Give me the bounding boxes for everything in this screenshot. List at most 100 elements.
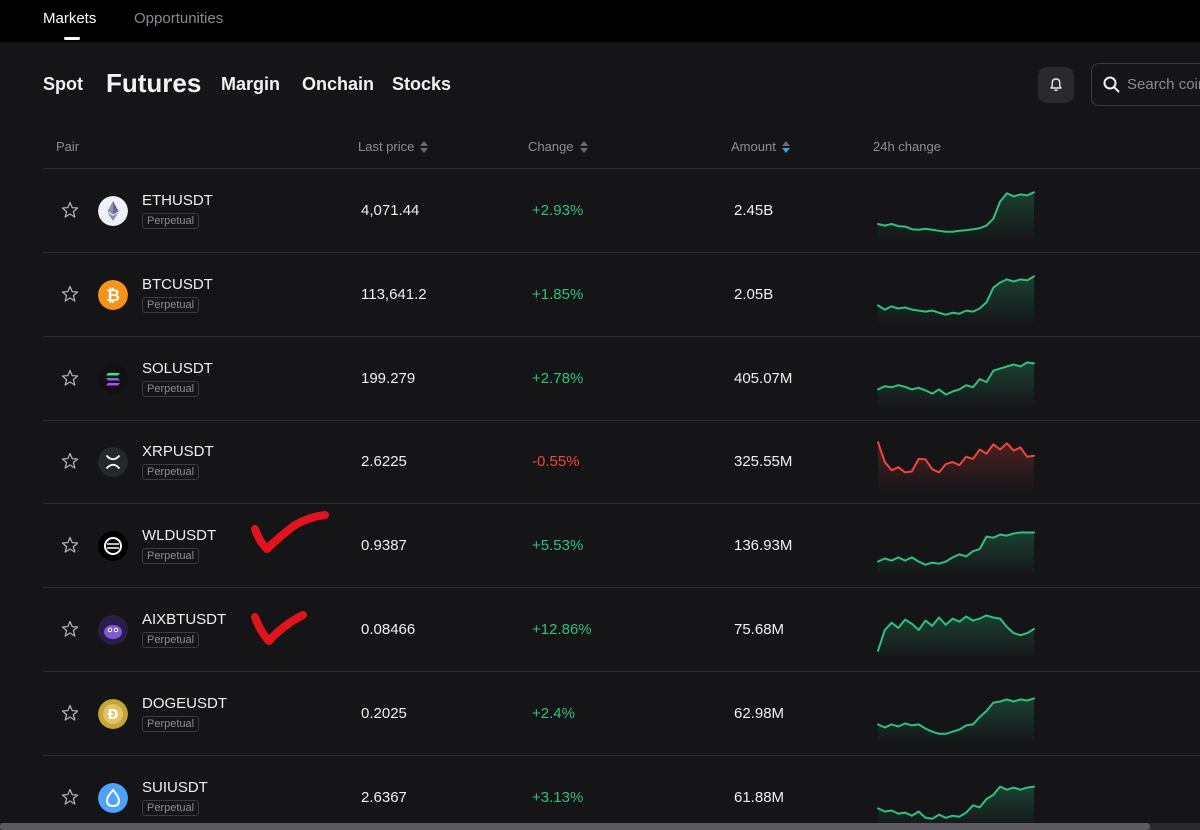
last-price: 0.08466 <box>361 621 416 638</box>
subnav-onchain[interactable]: Onchain <box>302 74 375 94</box>
contract-type-badge: Perpetual <box>142 548 200 565</box>
ethereum-icon <box>98 196 128 226</box>
table-row[interactable]: AIXBTUSDT Perpetual 0.08466 +12.86% 75.68M <box>43 588 1200 672</box>
last-price: 0.9387 <box>361 537 407 555</box>
price-change: +2.93% <box>532 202 584 219</box>
pair-symbol[interactable]: DOGEUSDT <box>142 694 228 712</box>
pair-symbol[interactable]: WLDUSDT <box>142 527 217 545</box>
pair-symbol[interactable]: XRPUSDT <box>142 443 214 461</box>
sparkline-chart <box>876 516 1036 577</box>
bell-icon <box>1050 78 1062 92</box>
sparkline-chart <box>876 684 1036 744</box>
active-tab-indicator <box>64 37 80 40</box>
scrollbar-thumb[interactable] <box>0 823 1150 830</box>
red-checkmark-annotation <box>251 511 329 553</box>
top-navigation-bar: Markets Opportunities <box>0 0 1200 42</box>
pair-symbol[interactable]: SUIUSDT <box>142 778 208 796</box>
price-change: +5.53% <box>532 537 584 555</box>
bitcoin-icon: ₿ <box>98 279 128 310</box>
volume-amount: 2.45B <box>734 202 774 219</box>
contract-type-badge: Perpetual <box>142 464 200 481</box>
volume-amount: 62.98M <box>734 704 785 722</box>
subnav-stocks[interactable]: Stocks <box>392 74 452 94</box>
column-header-24h-change: 24h change <box>873 139 941 154</box>
subnav-futures[interactable]: Futures <box>106 68 202 98</box>
tab-opportunities[interactable]: Opportunities <box>134 10 224 27</box>
volume-amount: 136.93M <box>734 537 793 555</box>
pair-symbol[interactable]: ETHUSDT <box>142 192 213 209</box>
dogecoin-icon: Ð <box>98 698 128 729</box>
sparkline-chart <box>876 265 1036 325</box>
contract-type-badge: Perpetual <box>142 380 200 397</box>
sparkline-chart <box>876 181 1036 241</box>
svg-text:Ð: Ð <box>108 708 119 723</box>
star-icon[interactable] <box>61 704 79 722</box>
star-icon[interactable] <box>61 452 79 470</box>
price-change: +1.85% <box>532 285 584 303</box>
table-row[interactable]: SUIUSDT Perpetual 2.6367 +3.13% 61.88M <box>43 756 1200 830</box>
last-price: 113,641.2 <box>361 285 427 303</box>
last-price: 4,071.44 <box>361 202 420 219</box>
table-row[interactable]: ₿ BTCUSDT Perpetual 113,641.2 +1.85% 2.05B <box>43 253 1200 337</box>
last-price: 2.6367 <box>361 788 407 806</box>
column-header-pair: Pair <box>56 139 79 154</box>
red-checkmark-annotation <box>251 611 307 645</box>
xrp-icon <box>98 447 128 478</box>
table-row[interactable]: WLDUSDT Perpetual 0.9387 +5.53% 136.93M <box>43 504 1200 589</box>
table-row[interactable]: ETHUSDT Perpetual 4,071.44 +2.93% 2.45B <box>43 169 1200 253</box>
star-icon[interactable] <box>61 201 79 219</box>
search-box[interactable] <box>1091 63 1200 106</box>
sparkline-chart <box>876 600 1036 660</box>
star-icon[interactable] <box>61 536 79 554</box>
column-label-pair: Pair <box>56 139 80 154</box>
contract-type-badge: Perpetual <box>142 632 200 648</box>
volume-amount: 61.88M <box>734 788 785 806</box>
star-icon[interactable] <box>61 620 79 638</box>
contract-type-badge: Perpetual <box>142 715 200 732</box>
volume-amount: 2.05B <box>734 285 774 303</box>
contract-type-badge: Perpetual <box>142 799 200 816</box>
column-header-last-price[interactable]: Last price <box>358 139 429 154</box>
column-label-last-price: Last price <box>358 139 415 154</box>
column-label-amount: Amount <box>731 139 776 154</box>
volume-amount: 75.68M <box>734 621 785 638</box>
star-icon[interactable] <box>61 788 79 806</box>
table-row[interactable]: SOLUSDT Perpetual 199.279 +2.78% 405.07M <box>43 337 1200 421</box>
sparkline-chart <box>876 432 1036 493</box>
sort-icon[interactable] <box>579 140 588 153</box>
column-label-24h-change: 24h change <box>873 139 941 154</box>
star-icon[interactable] <box>61 285 79 303</box>
price-change: +2.78% <box>532 369 584 387</box>
price-change: +3.13% <box>532 788 584 806</box>
contract-type-badge: Perpetual <box>142 213 200 229</box>
subnav-spot[interactable]: Spot <box>43 74 83 94</box>
last-price: 0.2025 <box>361 704 407 722</box>
volume-amount: 325.55M <box>734 453 793 471</box>
pair-symbol[interactable]: SOLUSDT <box>142 359 213 377</box>
alert-button[interactable] <box>1038 67 1074 103</box>
aixbt-icon <box>98 615 128 645</box>
tab-markets[interactable]: Markets <box>43 10 97 27</box>
sparkline-chart <box>876 349 1036 409</box>
volume-amount: 405.07M <box>734 369 793 387</box>
pair-symbol[interactable]: AIXBTUSDT <box>142 611 227 628</box>
column-label-change: Change <box>528 139 574 154</box>
horizontal-scrollbar[interactable] <box>0 823 1200 830</box>
column-header-change[interactable]: Change <box>528 139 588 154</box>
last-price: 2.6225 <box>361 453 407 471</box>
column-header-amount[interactable]: Amount <box>731 139 790 154</box>
price-change: +12.86% <box>532 621 592 638</box>
sui-icon <box>98 782 128 813</box>
sort-icon[interactable] <box>420 140 429 153</box>
solana-icon <box>98 363 128 394</box>
star-icon[interactable] <box>61 369 79 387</box>
contract-type-badge: Perpetual <box>142 296 200 313</box>
table-row[interactable]: Ð DOGEUSDT Perpetual 0.2025 +2.4% 62.98M <box>43 672 1200 756</box>
sort-desc-icon[interactable] <box>781 140 790 153</box>
pair-symbol[interactable]: BTCUSDT <box>142 275 213 293</box>
header-divider <box>43 168 1200 169</box>
subnav-margin[interactable]: Margin <box>221 74 281 94</box>
table-row[interactable]: XRPUSDT Perpetual 2.6225 -0.55% 325.55M <box>43 420 1200 505</box>
search-input[interactable] <box>1127 76 1200 93</box>
price-change: -0.55% <box>532 453 580 471</box>
